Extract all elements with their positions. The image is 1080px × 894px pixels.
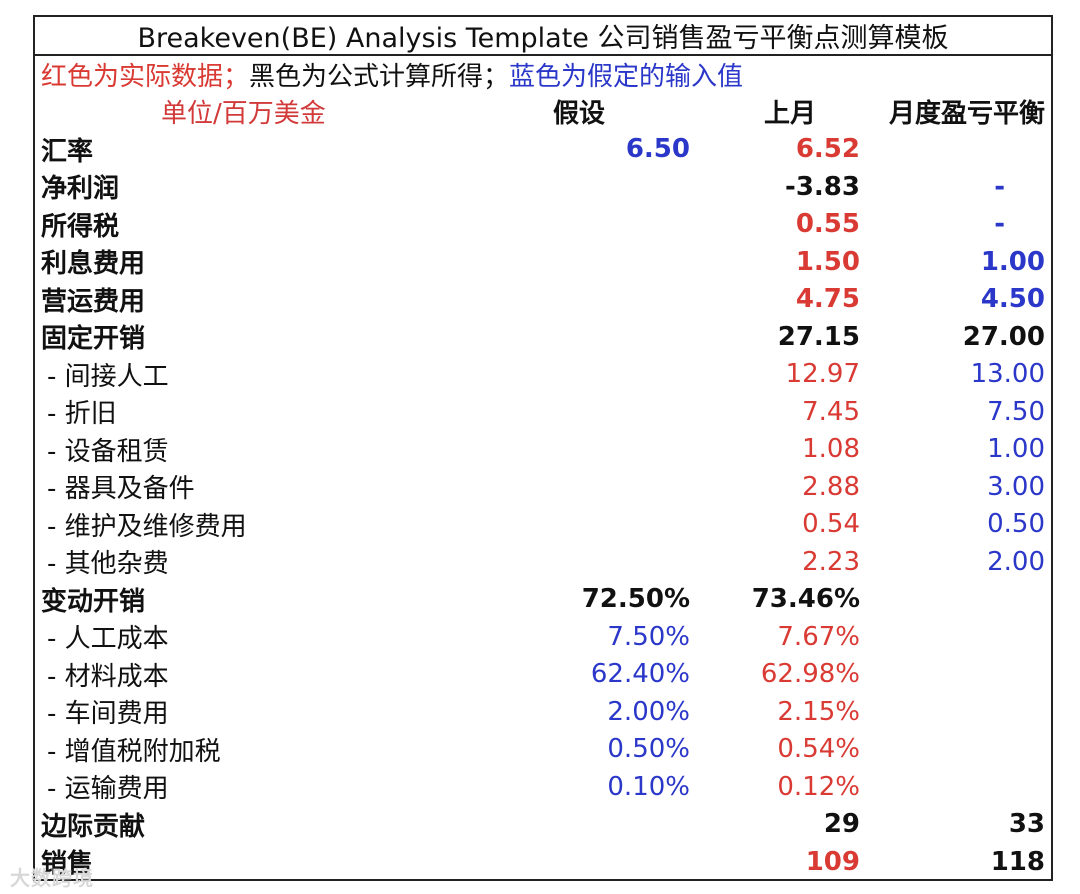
row-label: 所得税 bbox=[41, 211, 120, 242]
row-label: - 车间费用 bbox=[47, 699, 169, 730]
table-row: - 间接人工 12.97 13.00 bbox=[35, 356, 1051, 394]
cell-breakeven: 0.50 bbox=[987, 509, 1045, 540]
cell-last-month: 0.55 bbox=[795, 209, 860, 240]
cell-last-month: 0.12% bbox=[777, 771, 860, 802]
table-row: - 设备租赁 1.08 1.00 bbox=[35, 431, 1051, 469]
cell-last-month: 2.15% bbox=[777, 696, 860, 727]
row-label: - 其他杂费 bbox=[47, 549, 169, 580]
legend-black: 黑色为公式计算所得； bbox=[249, 62, 510, 92]
col-header-breakeven: 月度盈亏平衡 bbox=[888, 99, 1045, 130]
cell-breakeven: 118 bbox=[990, 846, 1045, 877]
cell-last-month: 1.50 bbox=[795, 246, 860, 277]
unit-label: 单位/百万美金 bbox=[161, 99, 326, 130]
table-row: 营运费用 4.75 4.50 bbox=[35, 281, 1051, 319]
cell-breakeven: 3.00 bbox=[987, 471, 1045, 502]
cell-breakeven: 13.00 bbox=[970, 359, 1045, 390]
cell-last-month: 12.97 bbox=[785, 359, 860, 390]
cell-breakeven: 1.00 bbox=[987, 434, 1045, 465]
row-label: 固定开销 bbox=[41, 324, 146, 355]
table-row: - 人工成本 7.50% 7.67% bbox=[35, 618, 1051, 656]
table-row: 边际贡献 29 33 bbox=[35, 806, 1051, 844]
header-row: 单位/百万美金 假设 上月 月度盈亏平衡 bbox=[35, 93, 1051, 131]
cell-last-month: 4.75 bbox=[795, 284, 860, 315]
table-row: - 其他杂费 2.23 2.00 bbox=[35, 543, 1051, 581]
row-label: 营运费用 bbox=[41, 286, 146, 317]
cell-last-month: 2.23 bbox=[802, 546, 860, 577]
cell-assume: 7.50% bbox=[607, 621, 690, 652]
table-row: 变动开销 72.50% 73.46% bbox=[35, 581, 1051, 619]
watermark-logo: 大数跨境 bbox=[10, 866, 94, 890]
cell-last-month: 29 bbox=[823, 809, 860, 840]
cell-breakeven: - bbox=[994, 209, 1005, 240]
row-label: 变动开销 bbox=[41, 586, 146, 617]
cell-assume: 72.50% bbox=[581, 584, 690, 615]
cell-assume: 0.50% bbox=[607, 734, 690, 765]
cell-assume: 6.50 bbox=[625, 134, 690, 165]
row-label: - 间接人工 bbox=[47, 361, 169, 392]
cell-last-month: 62.98% bbox=[760, 659, 860, 690]
cell-assume: 0.10% bbox=[607, 771, 690, 802]
table-row: - 车间费用 2.00% 2.15% bbox=[35, 693, 1051, 731]
table-row: 汇率 6.50 6.52 bbox=[35, 131, 1051, 169]
table-row: - 材料成本 62.40% 62.98% bbox=[35, 656, 1051, 694]
table-row: - 维护及维修费用 0.54 0.50 bbox=[35, 506, 1051, 544]
row-label: 销售 bbox=[41, 849, 94, 880]
table-row: - 运输费用 0.10% 0.12% bbox=[35, 768, 1051, 806]
table-row: 固定开销 27.15 27.00 bbox=[35, 318, 1051, 356]
table-row: 净利润 -3.83 - bbox=[35, 168, 1051, 206]
table-row: - 折旧 7.45 7.50 bbox=[35, 393, 1051, 431]
row-label: - 人工成本 bbox=[47, 624, 169, 655]
cell-breakeven: 4.50 bbox=[980, 284, 1045, 315]
table-row: 销售 109 118 bbox=[35, 843, 1051, 881]
row-label: - 设备租赁 bbox=[47, 436, 169, 467]
row-label: 汇率 bbox=[41, 136, 94, 167]
cell-breakeven: 1.00 bbox=[980, 246, 1045, 277]
cell-last-month: 0.54% bbox=[777, 734, 860, 765]
col-header-last-month: 上月 bbox=[763, 99, 816, 130]
cell-breakeven: 2.00 bbox=[987, 546, 1045, 577]
cell-last-month: -3.83 bbox=[785, 171, 860, 202]
color-legend: 红色为实际数据； 黑色为公式计算所得； 蓝色为假定的输入值 bbox=[35, 56, 1051, 93]
cell-assume: 2.00% bbox=[607, 696, 690, 727]
table-row: - 增值税附加税 0.50% 0.54% bbox=[35, 731, 1051, 769]
row-label: 边际贡献 bbox=[41, 811, 146, 842]
cell-assume: 62.40% bbox=[590, 659, 690, 690]
breakeven-sheet: Breakeven(BE) Analysis Template 公司销售盈亏平衡… bbox=[33, 15, 1053, 881]
cell-last-month: 7.45 bbox=[802, 396, 860, 427]
cell-breakeven: 7.50 bbox=[987, 396, 1045, 427]
cell-last-month: 6.52 bbox=[795, 134, 860, 165]
row-label: - 维护及维修费用 bbox=[47, 511, 247, 542]
cell-last-month: 1.08 bbox=[802, 434, 860, 465]
row-label: - 器具及备件 bbox=[47, 474, 195, 505]
row-label: 利息费用 bbox=[41, 249, 146, 280]
col-header-assume: 假设 bbox=[553, 99, 606, 130]
cell-last-month: 0.54 bbox=[802, 509, 860, 540]
row-label: - 材料成本 bbox=[47, 661, 169, 692]
row-label: - 折旧 bbox=[47, 399, 117, 430]
table-row: 利息费用 1.50 1.00 bbox=[35, 243, 1051, 281]
row-label: - 增值税附加税 bbox=[47, 736, 221, 767]
cell-breakeven: 27.00 bbox=[962, 321, 1045, 352]
cell-last-month: 7.67% bbox=[777, 621, 860, 652]
legend-red: 红色为实际数据； bbox=[41, 62, 250, 92]
cell-last-month: 109 bbox=[805, 846, 860, 877]
cell-last-month: 27.15 bbox=[777, 321, 860, 352]
table-row: - 器具及备件 2.88 3.00 bbox=[35, 468, 1051, 506]
row-label: 净利润 bbox=[41, 174, 120, 205]
legend-blue: 蓝色为假定的输入值 bbox=[509, 62, 744, 92]
cell-breakeven: - bbox=[994, 171, 1005, 202]
cell-last-month: 73.46% bbox=[751, 584, 860, 615]
cell-breakeven: 33 bbox=[1008, 809, 1045, 840]
cell-last-month: 2.88 bbox=[802, 471, 860, 502]
sheet-title: Breakeven(BE) Analysis Template 公司销售盈亏平衡… bbox=[35, 17, 1051, 56]
row-label: - 运输费用 bbox=[47, 774, 169, 805]
table-row: 所得税 0.55 - bbox=[35, 206, 1051, 244]
